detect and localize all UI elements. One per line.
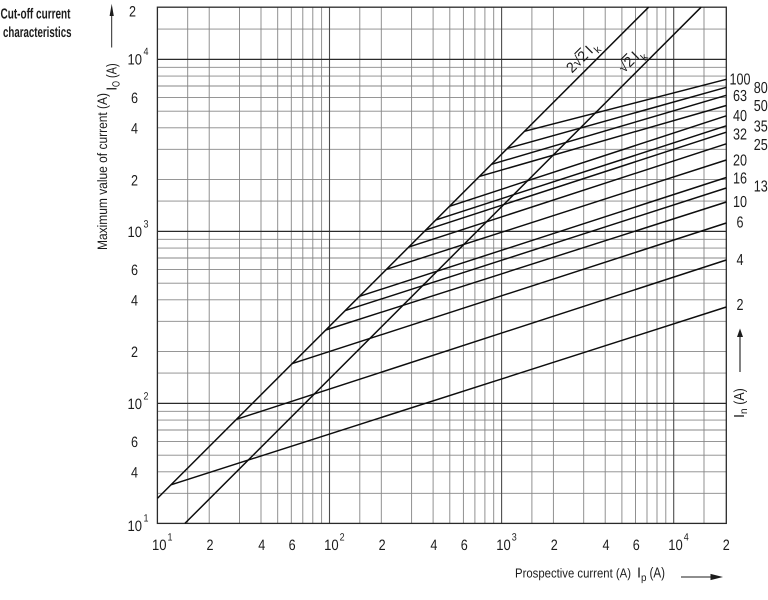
svg-text:4: 4 (144, 46, 149, 58)
svg-text:4: 4 (684, 532, 689, 544)
svg-text:2: 2 (723, 537, 730, 554)
svg-text:100: 100 (730, 71, 751, 88)
svg-text:10: 10 (128, 396, 143, 413)
svg-text:6: 6 (461, 537, 468, 554)
svg-text:2: 2 (131, 344, 138, 361)
svg-text:1: 1 (168, 532, 173, 544)
svg-text:10: 10 (496, 537, 511, 554)
svg-text:40: 40 (733, 108, 747, 125)
svg-text:2: 2 (737, 297, 744, 314)
svg-text:4: 4 (258, 537, 265, 554)
svg-text:63: 63 (733, 88, 747, 105)
svg-text:3: 3 (512, 532, 517, 544)
svg-text:10: 10 (152, 537, 167, 554)
svg-text:n: n (738, 408, 750, 414)
svg-text:2: 2 (131, 173, 138, 190)
svg-text:1: 1 (144, 513, 149, 525)
svg-text:32: 32 (733, 127, 747, 144)
svg-text:Cut-off current: Cut-off current (1, 7, 71, 23)
svg-text:4: 4 (131, 292, 138, 309)
svg-text:2: 2 (207, 537, 214, 554)
svg-text:(A): (A) (732, 388, 748, 405)
svg-text:6: 6 (737, 214, 744, 231)
svg-text:6: 6 (289, 537, 296, 554)
svg-text:4: 4 (430, 537, 437, 554)
svg-text:4: 4 (603, 537, 610, 554)
svg-text:2: 2 (340, 532, 345, 544)
svg-text:6: 6 (633, 537, 640, 554)
svg-text:4: 4 (737, 252, 744, 269)
svg-text:I: I (637, 566, 641, 582)
svg-text:6: 6 (131, 434, 138, 451)
svg-text:10: 10 (733, 194, 747, 211)
svg-text:Maximum value of current (A): Maximum value of current (A) (95, 93, 110, 250)
svg-text:16: 16 (733, 171, 747, 188)
svg-text:(A): (A) (650, 566, 666, 582)
svg-text:50: 50 (754, 98, 768, 115)
svg-text:10: 10 (128, 52, 143, 69)
svg-text:10: 10 (128, 224, 143, 241)
svg-text:10: 10 (128, 518, 143, 535)
svg-text:4: 4 (131, 121, 138, 138)
svg-text:35: 35 (754, 118, 768, 135)
svg-text:10: 10 (668, 537, 683, 554)
svg-text:I: I (104, 87, 120, 91)
svg-text:(A): (A) (104, 63, 120, 78)
svg-text:2: 2 (551, 537, 558, 554)
svg-text:80: 80 (754, 80, 768, 97)
svg-text:2: 2 (144, 390, 149, 402)
svg-text:2: 2 (379, 537, 386, 554)
svg-text:6: 6 (131, 90, 138, 107)
svg-text:10: 10 (324, 537, 339, 554)
svg-text:2: 2 (129, 4, 136, 21)
svg-text:characteristics: characteristics (3, 25, 72, 41)
svg-text:Prospective current (A): Prospective current (A) (515, 566, 631, 581)
svg-text:6: 6 (131, 262, 138, 279)
svg-text:3: 3 (144, 218, 149, 230)
svg-text:4: 4 (131, 464, 138, 481)
svg-text:O: O (110, 81, 122, 87)
svg-text:I: I (732, 414, 748, 418)
svg-text:p: p (641, 572, 647, 584)
svg-text:20: 20 (733, 152, 747, 169)
svg-text:25: 25 (754, 137, 768, 154)
svg-text:13: 13 (754, 179, 768, 196)
